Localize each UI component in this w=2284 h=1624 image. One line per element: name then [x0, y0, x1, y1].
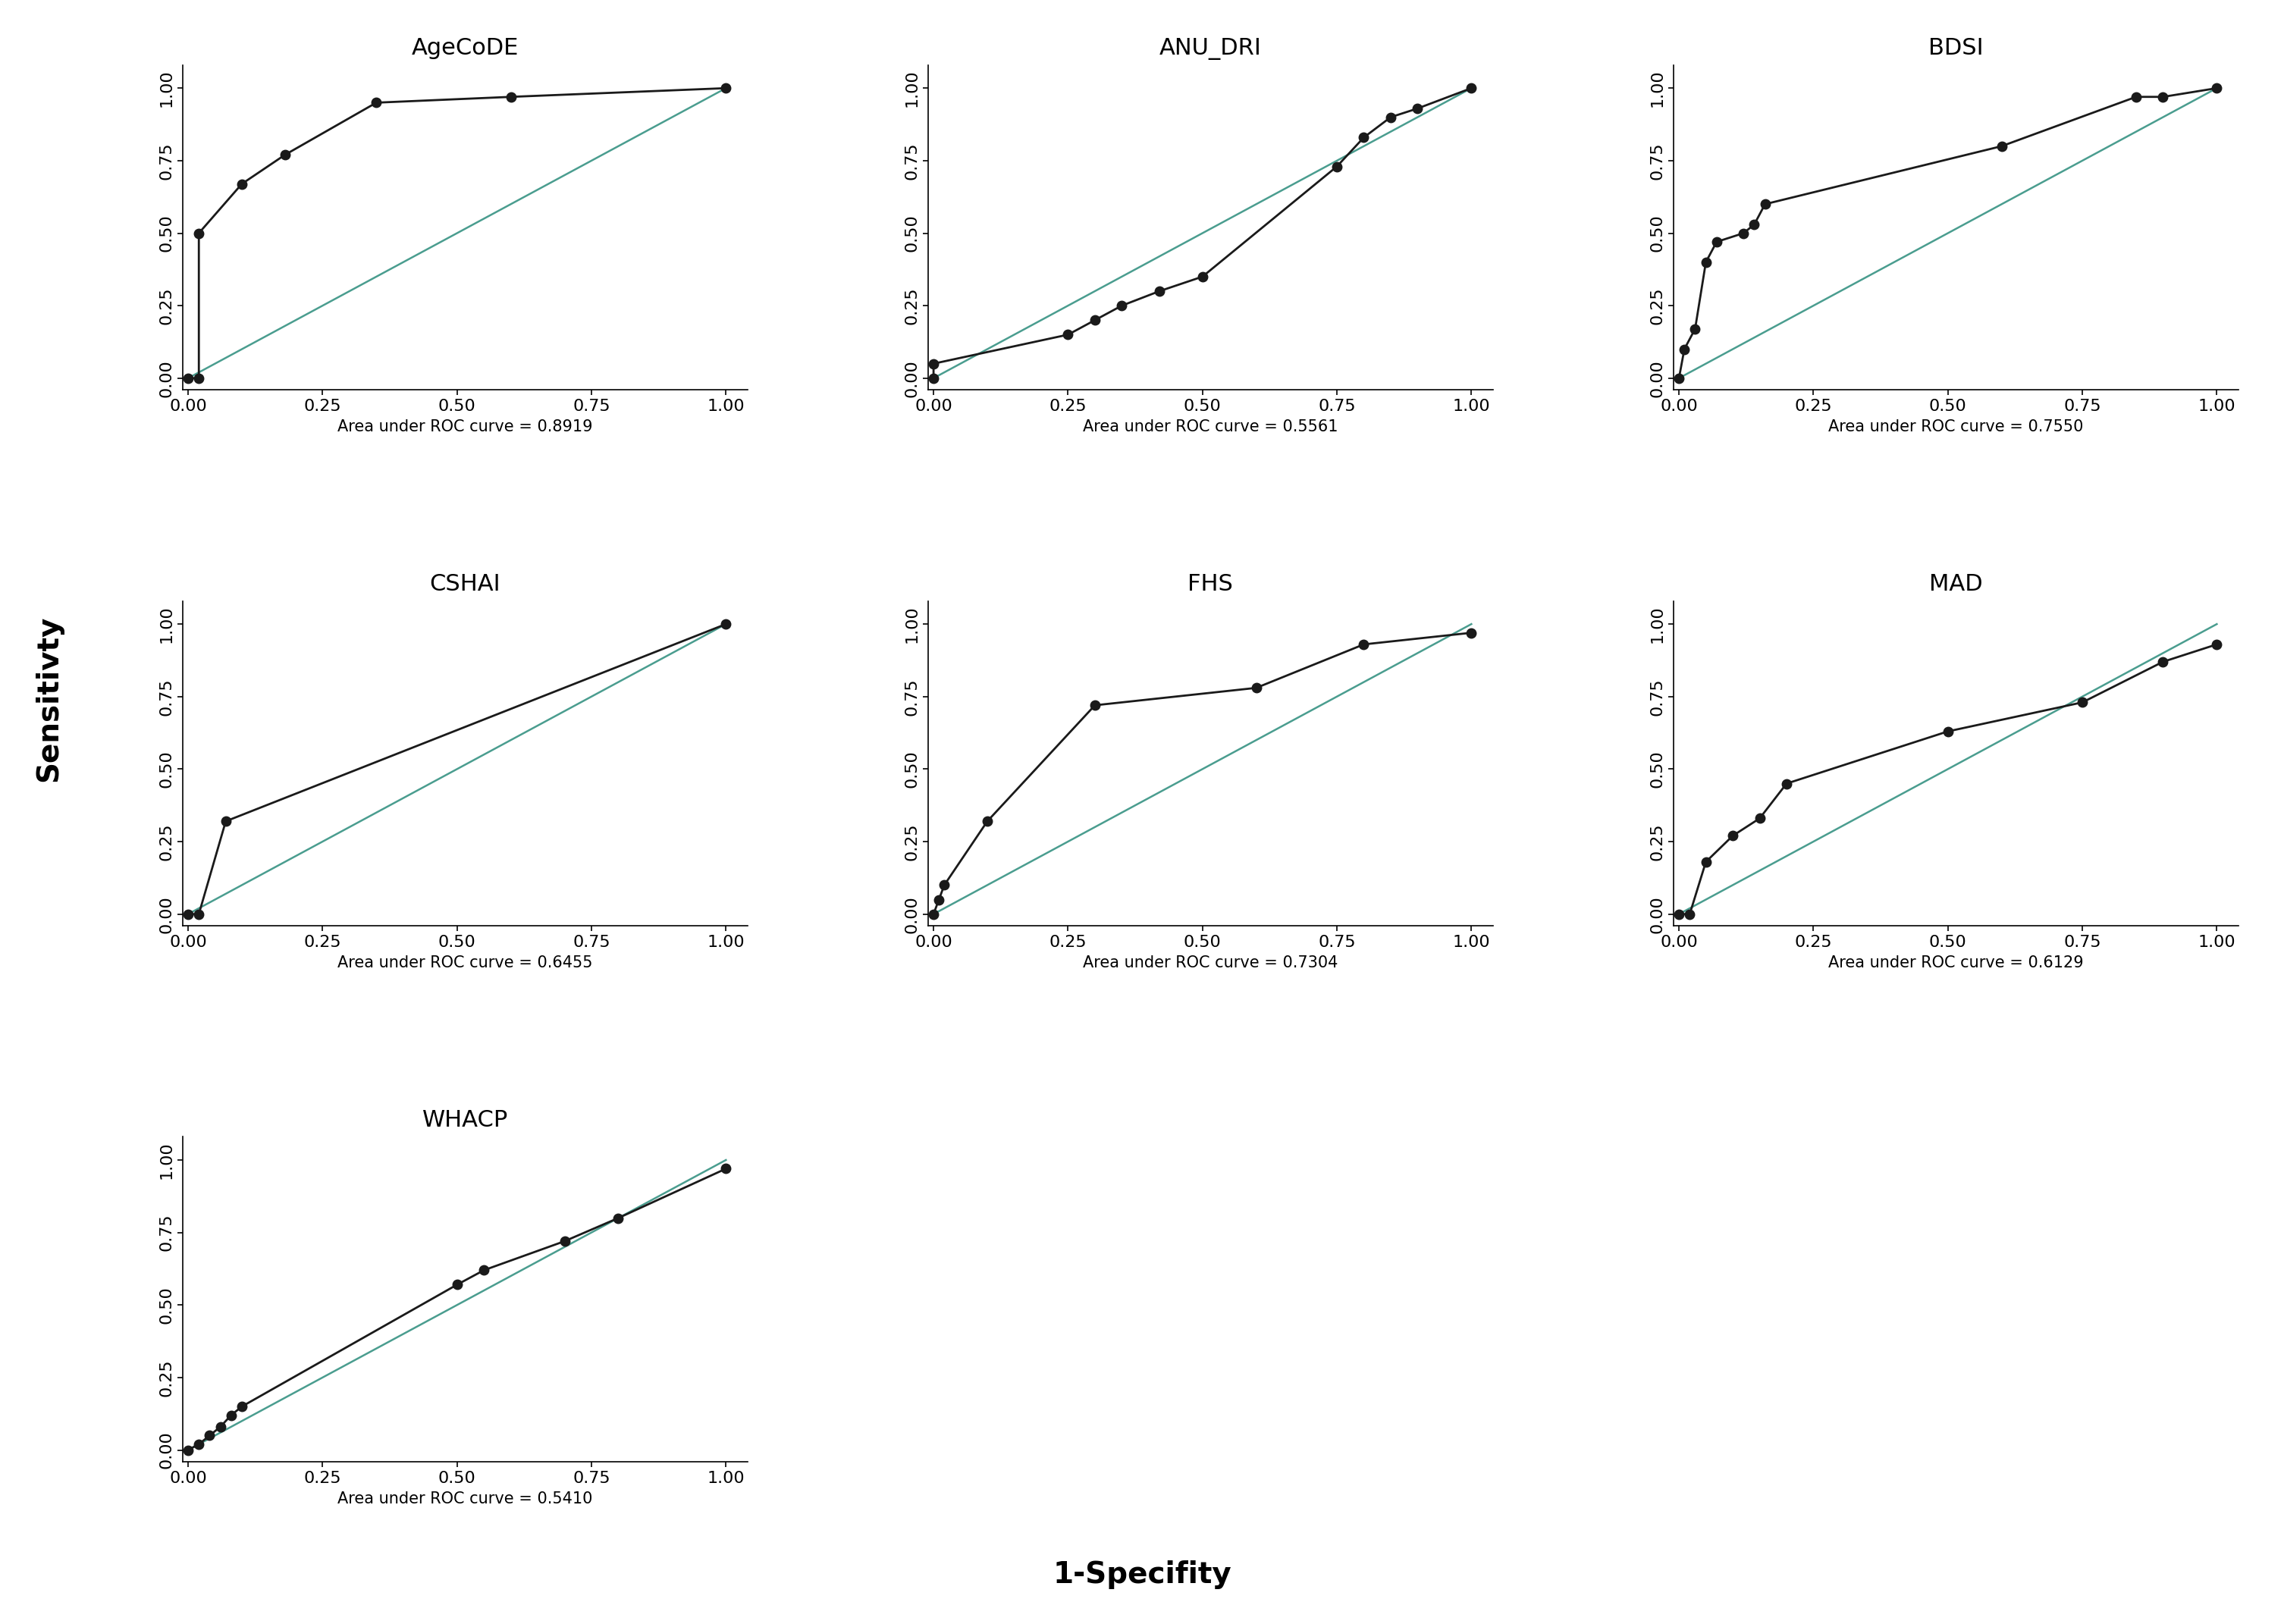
- Text: Sensitivty: Sensitivty: [34, 615, 64, 781]
- X-axis label: Area under ROC curve = 0.5410: Area under ROC curve = 0.5410: [338, 1491, 592, 1505]
- X-axis label: Area under ROC curve = 0.8919: Area under ROC curve = 0.8919: [338, 419, 592, 434]
- X-axis label: Area under ROC curve = 0.5561: Area under ROC curve = 0.5561: [1083, 419, 1338, 434]
- X-axis label: Area under ROC curve = 0.6129: Area under ROC curve = 0.6129: [1827, 955, 2083, 970]
- Title: FHS: FHS: [1188, 573, 1233, 594]
- X-axis label: Area under ROC curve = 0.7550: Area under ROC curve = 0.7550: [1829, 419, 2083, 434]
- Title: CSHAI: CSHAI: [429, 573, 500, 594]
- Text: 1-Specifity: 1-Specifity: [1053, 1561, 1231, 1590]
- Title: MAD: MAD: [1930, 573, 1983, 594]
- X-axis label: Area under ROC curve = 0.7304: Area under ROC curve = 0.7304: [1083, 955, 1338, 970]
- Title: WHACP: WHACP: [423, 1109, 507, 1130]
- Title: ANU_DRI: ANU_DRI: [1160, 37, 1261, 60]
- Title: AgeCoDE: AgeCoDE: [411, 37, 518, 58]
- Title: BDSI: BDSI: [1928, 37, 1983, 58]
- X-axis label: Area under ROC curve = 0.6455: Area under ROC curve = 0.6455: [338, 955, 592, 970]
